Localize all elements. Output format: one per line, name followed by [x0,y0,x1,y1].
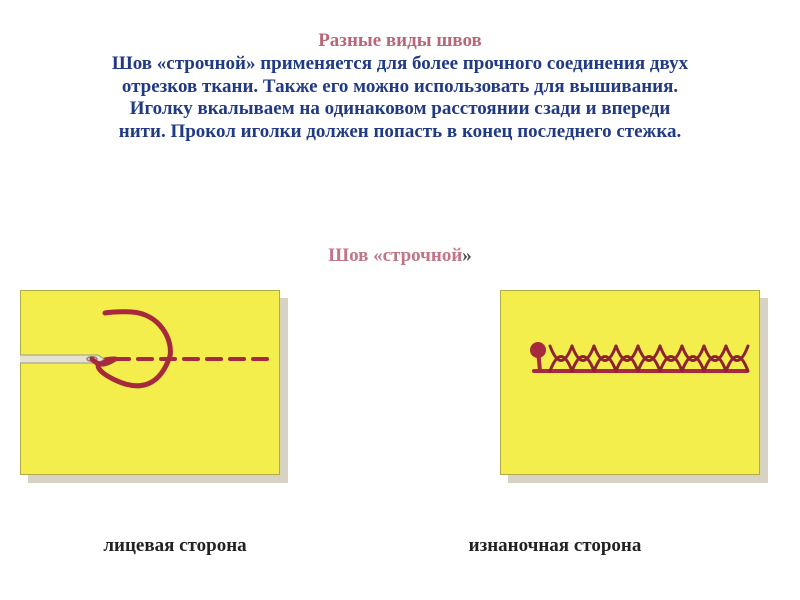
caption-back: изнаночная сторона [430,535,680,557]
caption-front: лицевая сторона [50,535,300,557]
stitch-type-text: Шов «строчной [328,245,462,266]
title: Разные виды швов [110,30,690,53]
header-text: Разные виды швов Шов «строчной» применяе… [110,30,690,144]
panel-face [20,290,280,475]
panel-face [500,290,760,475]
body-text: Шов «строчной» применяется для более про… [110,53,690,144]
front-side-panel [20,290,300,485]
front-side-diagram [20,290,280,475]
back-side-diagram [500,290,760,475]
stitch-type-label: Шов «строчной» [300,245,500,267]
back-side-panel [500,290,780,485]
stitch-type-close: » [462,245,472,266]
